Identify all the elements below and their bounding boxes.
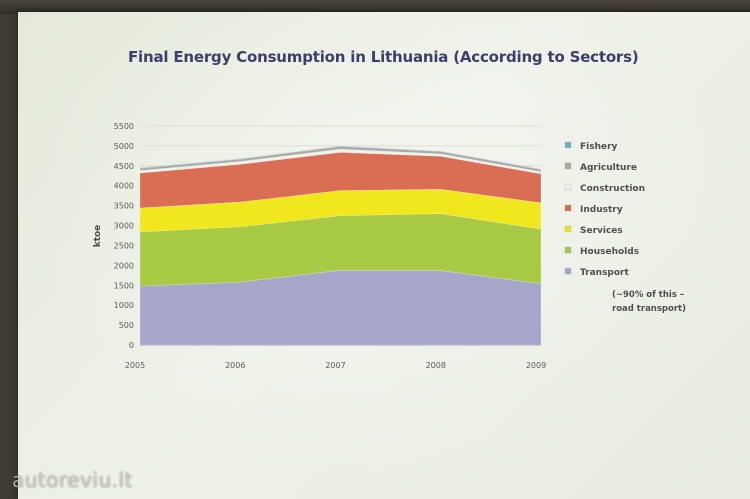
legend-swatch-transport (564, 267, 572, 275)
screen-frame (0, 0, 750, 14)
area-households (139, 213, 542, 287)
y-axis-label: ktoe (93, 225, 103, 248)
legend-swatch-agriculture (564, 162, 572, 170)
area-fishery (139, 145, 542, 170)
y-tick-label: 2000 (114, 261, 134, 270)
legend-swatch-fishery (564, 141, 572, 149)
x-tick-label: 2007 (325, 361, 345, 370)
legend-label-construction: Construction (580, 184, 645, 194)
x-tick-label: 2006 (225, 361, 245, 370)
watermark: autoreviu.lt (12, 468, 133, 492)
y-tick-label: 3500 (114, 202, 134, 211)
legend-label-transport: Transport (580, 268, 629, 278)
legend-annotation: road transport) (612, 304, 686, 314)
legend-swatch-households (564, 246, 572, 254)
y-tick-label: 3000 (114, 222, 134, 231)
legend-label-households: Households (580, 247, 639, 257)
legend-label-industry: Industry (580, 205, 623, 215)
y-tick-label: 4000 (114, 182, 134, 191)
y-tick-label: 1500 (114, 281, 134, 290)
area-transport (139, 269, 542, 346)
y-tick-label: 2500 (114, 241, 134, 250)
y-tick-label: 0 (129, 341, 134, 350)
legend-swatch-services (564, 225, 572, 233)
y-tick-label: 1000 (114, 301, 134, 310)
legend-annotation: (~90% of this – (612, 290, 684, 300)
legend: Fishery Agriculture Construction Industry Se… (564, 141, 686, 314)
x-tick-label: 2008 (426, 361, 446, 370)
area-series (139, 145, 542, 346)
legend-label-fishery: Fishery (580, 142, 618, 152)
x-tick-label: 2005 (125, 361, 145, 370)
legend-label-agriculture: Agriculture (580, 163, 637, 173)
y-tick-label: 500 (119, 321, 134, 330)
legend-swatch-industry (564, 204, 572, 212)
y-tick-label: 4500 (114, 162, 134, 171)
legend-label-services: Services (580, 226, 623, 236)
y-tick-label: 5500 (114, 122, 134, 131)
y-axis-ticks: 0 500 1000 1500 2000 2500 3000 3500 4000 4500 5000… (114, 122, 134, 350)
y-tick-label: 5000 (114, 142, 134, 151)
area-construction (139, 148, 542, 175)
x-tick-label: 2009 (526, 361, 546, 370)
legend-swatch-construction (564, 183, 572, 191)
chart-title: Final Energy Consumption in Lithuania (A… (128, 48, 639, 66)
x-axis-ticks: 2005 2006 2007 2008 2009 (125, 361, 546, 370)
